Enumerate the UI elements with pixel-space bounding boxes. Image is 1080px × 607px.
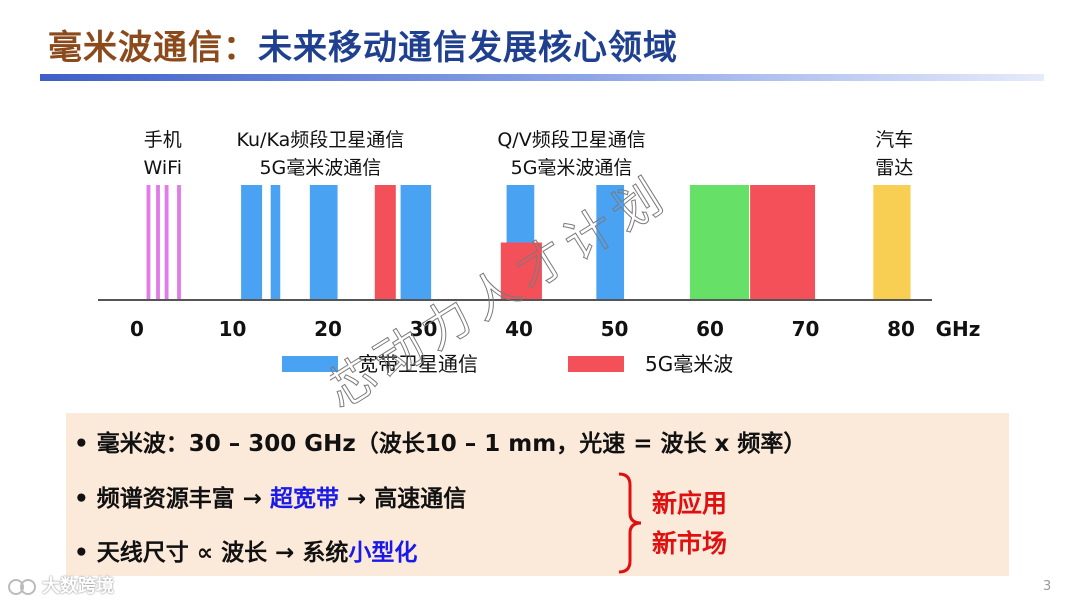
band-label-1-line-0: Ku/Ka频段卫星通信 <box>236 129 404 151</box>
brand-text: 大数跨境 <box>42 576 114 597</box>
bullet-frequency-range: • 毫米波：30 – 300 GHz（波长10 – 1 mm，光速 = 波长 x… <box>74 424 806 458</box>
legend-swatch-1 <box>568 356 624 372</box>
band-label-group: 手机 WiFi Ku/Ka频段卫星通信 5G毫米波通信 Q/V频段卫星通信 5G毫米波通信… <box>144 129 914 179</box>
band-label-3-line-0: 汽车 <box>875 129 913 151</box>
band-bar-7 <box>374 185 396 300</box>
band-bar-12 <box>689 185 750 300</box>
slide-title: 毫米波通信：未来移动通信发展核心领域 <box>48 20 678 69</box>
bullet-dot: • <box>74 431 89 457</box>
band-bar-8 <box>400 185 432 300</box>
band-bar-2 <box>164 185 169 300</box>
x-tick-label: 80 <box>887 317 915 341</box>
bullet-highlight-miniaturization: 小型化 <box>348 540 418 566</box>
band-bar-1 <box>156 185 160 300</box>
brand-logo-icon <box>8 579 36 595</box>
x-tick-label: 0 <box>130 317 144 341</box>
brand-watermark: 大数跨境 <box>8 572 114 598</box>
x-tick-label: 20 <box>314 317 342 341</box>
band-group <box>146 185 911 300</box>
page-number: 3 <box>1043 579 1052 594</box>
tick-group: 0 10 20 30 40 50 60 70 80 GHz <box>130 317 980 341</box>
bullet-text-pre: 频谱资源丰富 → <box>96 486 271 512</box>
band-label-3-line-1: 雷达 <box>875 157 913 179</box>
legend-label-0: 宽带卫星通信 <box>358 352 478 376</box>
band-bar-4 <box>241 185 263 300</box>
legend-label-1: 5G毫米波 <box>645 352 733 376</box>
band-bar-11 <box>596 185 625 300</box>
band-bar-6 <box>309 185 338 300</box>
band-bar-13 <box>750 185 816 300</box>
bullet-highlight-ultrawideband: 超宽带 <box>270 486 340 512</box>
slide-title-part2: 未来移动通信发展核心领域 <box>258 28 678 68</box>
x-tick-label: 10 <box>219 317 247 341</box>
bullet-dot: • <box>74 486 89 512</box>
band-label-0-line-1: WiFi <box>144 157 182 179</box>
band-label-2-line-1: 5G毫米波通信 <box>511 157 633 179</box>
band-label-1-line-1: 5G毫米波通信 <box>259 157 381 179</box>
x-unit-label: GHz <box>936 317 981 341</box>
outcome-new-application: 新应用 <box>652 489 728 518</box>
band-bar-14 <box>873 185 911 300</box>
x-tick-label: 40 <box>505 317 533 341</box>
x-tick-label: 60 <box>696 317 724 341</box>
bullet-spectrum: • 频谱资源丰富 → 超宽带 → 高速通信 <box>74 479 466 513</box>
band-label-2-line-0: Q/V频段卫星通信 <box>497 129 645 151</box>
title-underline <box>40 74 1044 81</box>
bullet-text-pre: 天线尺寸 ∝ 波长 → 系统 <box>96 540 349 566</box>
band-label-0-line-0: 手机 <box>144 129 182 151</box>
band-bar-10 <box>500 242 542 300</box>
legend-group: 宽带卫星通信 5G毫米波 <box>282 352 733 376</box>
bullet-text: 毫米波：30 – 300 GHz（波长10 – 1 mm，光速 = 波长 x 频… <box>96 431 807 457</box>
outcome-new-market: 新市场 <box>652 529 728 558</box>
x-tick-label: 30 <box>410 317 438 341</box>
spectrum-chart: 0 10 20 30 40 50 60 70 80 GHz 手机 WiFi Ku/Ka频段卫星通信 5G… <box>98 129 980 376</box>
bullet-text-post: → 高速通信 <box>339 486 467 512</box>
x-tick-label: 50 <box>601 317 629 341</box>
right-brace-icon <box>618 472 642 574</box>
summary-panel <box>66 413 1009 576</box>
band-bar-5 <box>270 185 281 300</box>
bullet-antenna: • 天线尺寸 ∝ 波长 → 系统小型化 <box>74 533 417 567</box>
x-tick-label: 70 <box>792 317 820 341</box>
bullet-dot: • <box>74 540 89 566</box>
outcome-text: 新应用 新市场 <box>652 484 727 564</box>
slide-title-part1: 毫米波通信： <box>48 28 258 68</box>
band-bar-3 <box>177 185 181 300</box>
legend-swatch-0 <box>282 356 338 372</box>
band-bar-0 <box>146 185 151 300</box>
